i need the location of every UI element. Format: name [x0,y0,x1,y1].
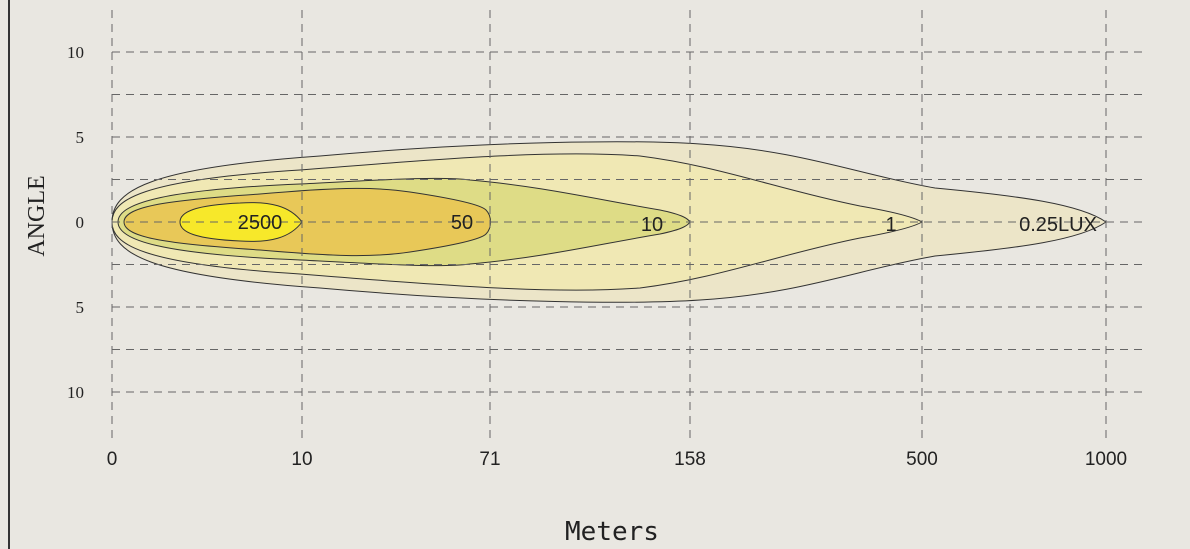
y-tick-label: 0 [76,213,85,232]
left-border [8,0,10,549]
x-tick-labels: 0 10 71 158 500 1000 [107,449,1127,470]
y-axis-title: ANGLE [24,175,50,256]
y-tick-labels: 10 5 0 5 10 [67,43,84,402]
contour-labels: 0.25LUX 1 10 50 2500 [238,212,1097,236]
y-tick-label: 5 [76,128,85,147]
grid-lines [111,10,1145,442]
y-tick-label: 10 [67,43,84,62]
x-tick-label: 500 [906,449,938,470]
x-tick-label: 71 [479,449,500,470]
x-tick-label: 0 [107,449,118,470]
x-tick-label: 1000 [1085,449,1127,470]
contour-label: 10 [641,214,663,236]
y-tick-label: 5 [76,298,85,317]
contour-label: 2500 [238,212,283,234]
y-tick-label: 10 [67,383,84,402]
x-tick-label: 158 [674,449,706,470]
contour-label: 50 [451,212,473,234]
contour-label: 0.25LUX [1019,214,1097,236]
contour-label: 1 [885,214,896,236]
x-axis-title: Meters [565,517,659,547]
x-tick-label: 10 [291,449,312,470]
